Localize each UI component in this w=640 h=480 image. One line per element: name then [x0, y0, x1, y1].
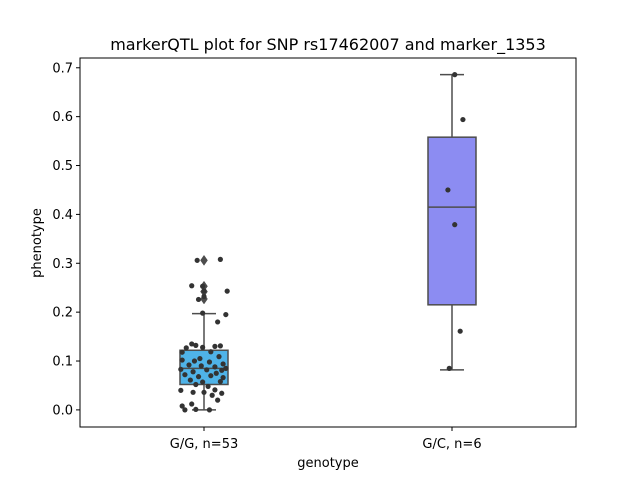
- data-point: [187, 377, 193, 383]
- data-point: [186, 362, 192, 368]
- data-point: [212, 343, 218, 349]
- data-point: [219, 390, 225, 396]
- data-point: [194, 257, 200, 263]
- data-point: [452, 222, 458, 228]
- y-tick-label: 0.2: [52, 306, 73, 321]
- data-point: [213, 370, 219, 376]
- data-point: [445, 187, 451, 193]
- box: [427, 136, 477, 306]
- data-point: [178, 387, 184, 393]
- data-point: [179, 357, 185, 363]
- data-point: [191, 358, 198, 364]
- data-point: [452, 72, 458, 78]
- data-point: [183, 345, 189, 351]
- data-point: [215, 397, 221, 403]
- y-axis: 0.0 0.1 0.2 0.3 0.4 0.5 0.6 0.7: [52, 61, 80, 418]
- data-point: [223, 311, 229, 318]
- outlier-marker: [200, 254, 208, 266]
- data-point: [212, 364, 218, 370]
- y-tick-label: 0.0: [52, 403, 73, 418]
- data-point: [179, 403, 185, 409]
- data-point: [200, 310, 206, 316]
- data-point: [182, 407, 188, 413]
- data-point: [200, 344, 206, 350]
- data-point: [223, 365, 229, 371]
- data-point: [178, 366, 184, 372]
- x-axis-label: genotype: [297, 456, 358, 471]
- data-point: [189, 401, 195, 407]
- data-point: [205, 383, 211, 390]
- data-point: [197, 355, 203, 362]
- y-tick-label: 0.7: [52, 61, 73, 76]
- data-point: [189, 341, 195, 347]
- x-axis: G/G, n=53 G/C, n=6: [170, 427, 482, 452]
- data-point: [208, 349, 214, 355]
- data-point: [195, 374, 202, 380]
- data-point: [190, 389, 196, 395]
- data-point: [457, 328, 463, 334]
- y-axis-label: phenotype: [30, 208, 45, 278]
- data-point: [219, 367, 225, 373]
- data-point: [206, 407, 213, 413]
- data-point: [201, 293, 207, 300]
- data-point: [201, 389, 207, 395]
- data-point: [212, 387, 218, 393]
- data-point: [217, 256, 223, 262]
- data-point: [204, 367, 210, 373]
- data-point: [215, 319, 221, 325]
- y-tick-label: 0.3: [52, 257, 73, 272]
- axes-frame: [79, 57, 577, 428]
- plot-area: [178, 72, 477, 413]
- data-point: [198, 363, 204, 369]
- data-point: [200, 379, 206, 385]
- data-point: [193, 406, 199, 413]
- y-tick-label: 0.5: [52, 159, 73, 174]
- x-tick-label: G/G, n=53: [170, 437, 238, 452]
- y-tick-label: 0.1: [52, 355, 73, 370]
- data-point: [189, 283, 195, 289]
- data-point: [460, 116, 466, 123]
- data-point: [216, 354, 222, 360]
- data-point: [200, 283, 206, 289]
- data-point: [201, 288, 207, 294]
- data-point: [209, 392, 215, 398]
- data-point: [220, 361, 226, 367]
- data-point: [193, 381, 199, 388]
- chart-title: markerQTL plot for SNP rs17462007 and ma…: [110, 35, 546, 55]
- data-point: [220, 375, 226, 381]
- data-point: [182, 372, 188, 378]
- data-point: [190, 369, 196, 375]
- data-point: [208, 373, 214, 379]
- data-point: [179, 349, 185, 355]
- data-point: [217, 378, 223, 385]
- data-point: [224, 288, 230, 294]
- data-point: [446, 365, 452, 371]
- y-tick-label: 0.4: [52, 208, 73, 223]
- data-point: [206, 359, 213, 365]
- data-point: [195, 296, 202, 303]
- data-point: [217, 343, 223, 349]
- y-tick-label: 0.6: [52, 110, 73, 125]
- data-point: [193, 342, 199, 348]
- x-tick-label: G/C, n=6: [422, 437, 481, 452]
